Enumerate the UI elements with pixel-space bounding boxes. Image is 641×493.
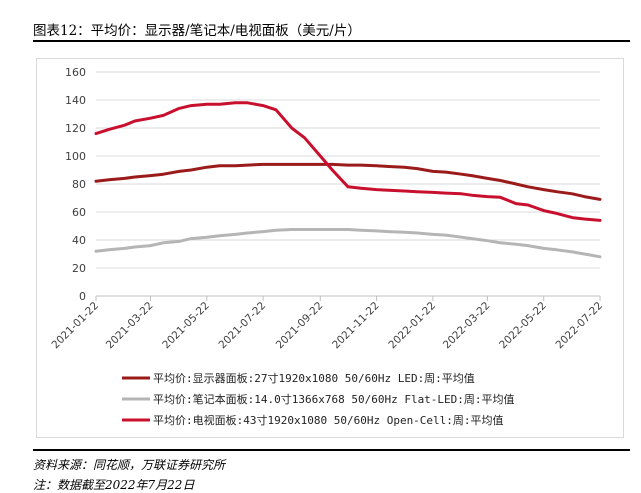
y-tick-label: 40 bbox=[72, 234, 86, 247]
x-tick-label: 2021-07-22 bbox=[217, 300, 269, 352]
x-tick-label: 2022-01-22 bbox=[386, 300, 438, 352]
y-tick-label: 140 bbox=[65, 94, 86, 107]
legend-label-1: 平均价:显示器面板:27寸1920x1080 50/60Hz LED:周:平均值 bbox=[153, 371, 475, 385]
x-tick-label: 2021-03-22 bbox=[104, 300, 156, 352]
x-tick-label: 2021-05-22 bbox=[160, 300, 212, 352]
footer-divider bbox=[33, 449, 630, 451]
y-tick-label: 120 bbox=[65, 122, 86, 135]
x-tick-label: 2022-07-22 bbox=[553, 300, 605, 352]
series-line-3 bbox=[96, 103, 600, 221]
x-tick-label: 2022-05-22 bbox=[497, 300, 549, 352]
x-axis-ticks: 2021-01-222021-03-222021-05-222021-07-22… bbox=[49, 296, 605, 351]
legend-label-2: 平均价:笔记本面板:14.0寸1366x768 50/60Hz Flat-LED… bbox=[153, 392, 515, 406]
y-tick-label: 0 bbox=[79, 290, 86, 303]
y-tick-label: 80 bbox=[72, 178, 86, 191]
y-tick-label: 20 bbox=[72, 262, 86, 275]
x-tick-label: 2022-03-22 bbox=[441, 300, 493, 352]
legend-label-3: 平均价:电视面板:43寸1920x1080 50/60Hz Open-Cell:… bbox=[153, 413, 504, 427]
y-axis-ticks: 0 20 40 60 80 100 120 140 160 bbox=[65, 66, 86, 303]
series-lines bbox=[96, 103, 600, 257]
x-tick-label: 2021-01-22 bbox=[49, 300, 101, 352]
legend: 平均价:显示器面板:27寸1920x1080 50/60Hz LED:周:平均值… bbox=[122, 371, 515, 427]
x-tick-label: 2021-09-22 bbox=[274, 300, 326, 352]
source-text: 资料来源：同花顺，万联证券研究所 bbox=[33, 456, 225, 473]
y-tick-label: 160 bbox=[65, 66, 86, 79]
y-grid bbox=[96, 72, 600, 296]
series-line-2 bbox=[96, 230, 600, 257]
y-tick-label: 100 bbox=[65, 150, 86, 163]
x-tick-label: 2021-11-22 bbox=[330, 300, 382, 352]
y-tick-label: 60 bbox=[72, 206, 86, 219]
note-text: 注：数据截至2022年7月22日 bbox=[33, 476, 194, 493]
series-line-1 bbox=[96, 164, 600, 199]
